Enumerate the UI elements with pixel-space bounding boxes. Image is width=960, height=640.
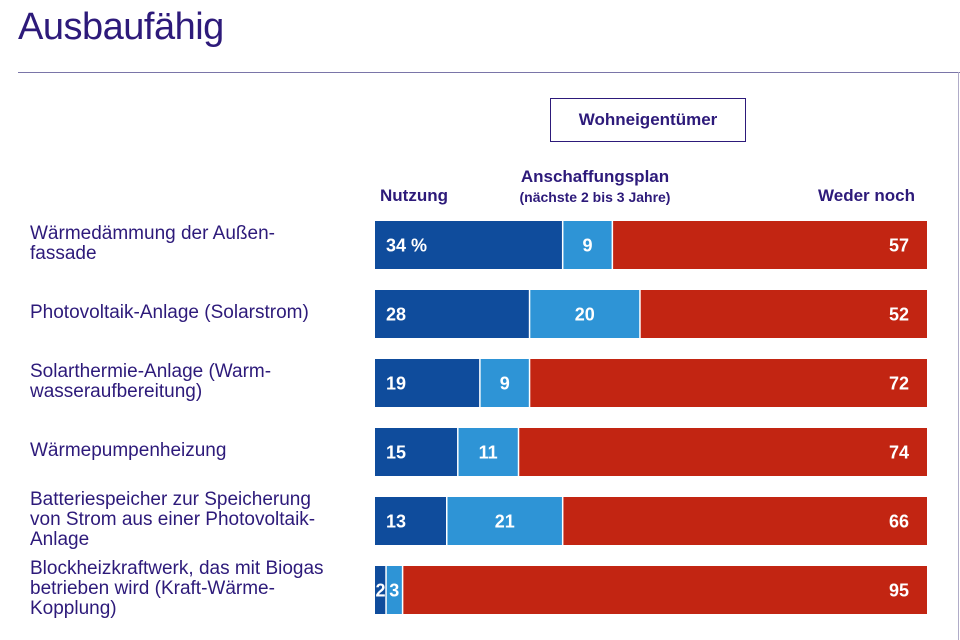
bar-segment-weder-noch bbox=[639, 290, 927, 338]
data-label-anschaffungsplan: 9 bbox=[500, 374, 510, 394]
data-label-nutzung: 2 bbox=[376, 581, 386, 601]
bar-segment-weder-noch bbox=[529, 359, 927, 407]
category-label: Solarthermie-Anlage (Warm- wasseraufbere… bbox=[30, 361, 272, 402]
bar-segment-nutzung bbox=[375, 428, 458, 476]
data-label-weder-noch: 74 bbox=[889, 443, 909, 463]
legend-anschaffungsplan: Anschaffungsplan (nächste 2 bis 3 Jahre) bbox=[470, 166, 720, 208]
category-label: Wärmedämmung der Außen- fassade bbox=[30, 223, 275, 264]
data-label-weder-noch: 52 bbox=[889, 305, 909, 325]
bar-segment-weder-noch bbox=[402, 566, 928, 614]
category-label: Wärmepumpenheizung bbox=[30, 440, 227, 461]
data-label-nutzung: 28 bbox=[386, 305, 406, 325]
category-label: Photovoltaik-Anlage (Solarstrom) bbox=[30, 302, 309, 323]
page-title: Ausbaufähig bbox=[18, 6, 224, 48]
bar-segment-weder-noch bbox=[612, 221, 927, 269]
bar-segment-anschaffungsplan bbox=[529, 290, 640, 338]
group-label-box: Wohneigentümer bbox=[550, 98, 746, 142]
bar-segment-nutzung bbox=[375, 221, 563, 269]
data-label-anschaffungsplan: 3 bbox=[389, 581, 399, 601]
data-label-nutzung: 13 bbox=[386, 512, 406, 532]
legend-nutzung: Nutzung bbox=[380, 186, 448, 205]
data-label-weder-noch: 57 bbox=[889, 236, 909, 256]
title-divider bbox=[18, 72, 960, 73]
bar-segment-nutzung bbox=[375, 566, 387, 614]
category-label: Batteriespeicher zur Speicherung von Str… bbox=[30, 489, 316, 550]
bar-segment-nutzung bbox=[375, 290, 530, 338]
legend-weder-noch: Weder noch bbox=[818, 186, 915, 205]
category-label: Blockheizkraftwerk, das mit Biogas betri… bbox=[30, 558, 324, 619]
data-label-nutzung: 19 bbox=[386, 374, 406, 394]
data-label-anschaffungsplan: 11 bbox=[479, 443, 498, 463]
data-label-weder-noch: 95 bbox=[889, 581, 909, 601]
data-label-nutzung: 34 % bbox=[386, 236, 427, 256]
legend-plan-sublabel: (nächste 2 bis 3 Jahre) bbox=[519, 189, 671, 205]
bar-segment-nutzung bbox=[375, 497, 447, 545]
bar-segment-anschaffungsplan bbox=[562, 221, 613, 269]
data-label-weder-noch: 66 bbox=[889, 512, 909, 532]
bar-segment-anschaffungsplan bbox=[479, 359, 530, 407]
group-label: Wohneigentümer bbox=[578, 110, 718, 129]
data-label-anschaffungsplan: 20 bbox=[575, 305, 595, 325]
data-label-anschaffungsplan: 9 bbox=[583, 236, 593, 256]
bar-segment-weder-noch bbox=[562, 497, 927, 545]
legend-plan-label: Anschaffungsplan bbox=[520, 167, 670, 186]
bar-segment-anschaffungsplan bbox=[446, 497, 563, 545]
data-label-weder-noch: 72 bbox=[889, 374, 909, 394]
data-label-nutzung: 15 bbox=[386, 443, 406, 463]
bar-segment-nutzung bbox=[375, 359, 480, 407]
right-border bbox=[958, 72, 959, 640]
data-label-anschaffungsplan: 21 bbox=[495, 512, 515, 532]
bar-segment-anschaffungsplan bbox=[457, 428, 519, 476]
bar-segment-anschaffungsplan bbox=[386, 566, 403, 614]
bar-segment-weder-noch bbox=[518, 428, 927, 476]
